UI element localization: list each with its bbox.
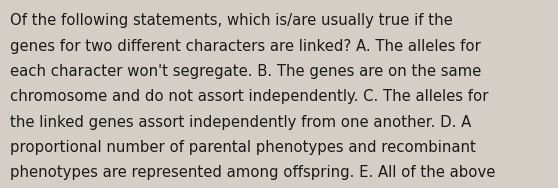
Text: phenotypes are represented among offspring. E. All of the above: phenotypes are represented among offspri… xyxy=(10,165,496,180)
Text: the linked genes assort independently from one another. D. A: the linked genes assort independently fr… xyxy=(10,115,472,130)
Text: proportional number of parental phenotypes and recombinant: proportional number of parental phenotyp… xyxy=(10,140,476,155)
Text: genes for two different characters are linked? A. The alleles for: genes for two different characters are l… xyxy=(10,39,481,54)
Text: each character won't segregate. B. The genes are on the same: each character won't segregate. B. The g… xyxy=(10,64,482,79)
Text: chromosome and do not assort independently. C. The alleles for: chromosome and do not assort independent… xyxy=(10,89,489,104)
Text: Of the following statements, which is/are usually true if the: Of the following statements, which is/ar… xyxy=(10,13,453,28)
